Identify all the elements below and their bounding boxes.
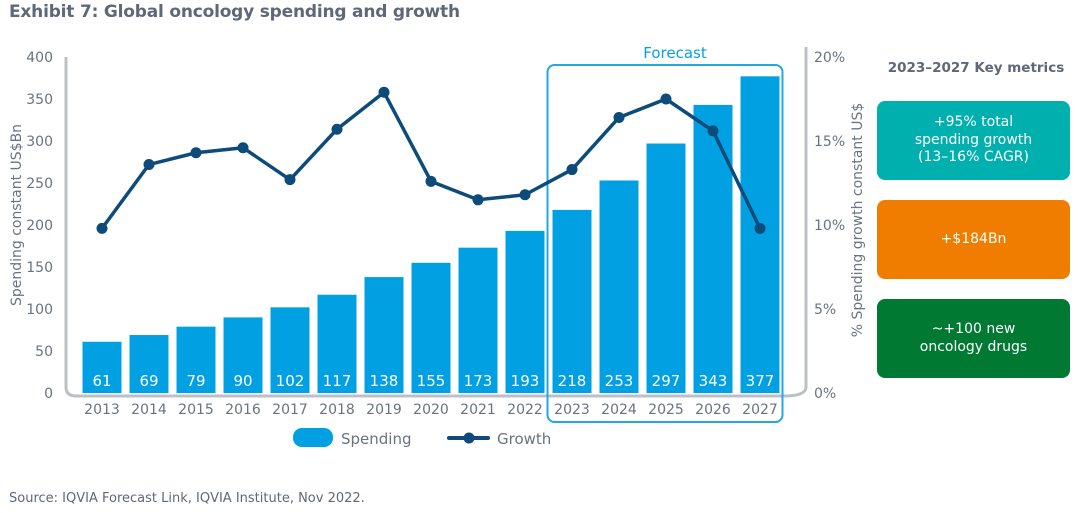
bar — [129, 335, 169, 393]
bar-value-label: 253 — [605, 372, 634, 390]
bar-value-label: 61 — [92, 372, 111, 390]
y-tick-label: 0 — [44, 386, 53, 402]
x-tick-label: 2024 — [601, 402, 637, 418]
y-tick-label: 50 — [35, 344, 53, 360]
bar-value-label: 155 — [417, 372, 446, 390]
x-tick-label: 2013 — [84, 402, 120, 418]
y-right-tick-label: 0% — [814, 386, 836, 402]
growth-point — [237, 142, 249, 154]
bar — [317, 294, 357, 393]
metric-spending-increase: +$184Bn — [877, 200, 1070, 279]
y-right-tick-label: 15% — [814, 134, 845, 150]
growth-point — [566, 164, 578, 176]
forecast-region: Forecast — [546, 44, 784, 423]
x-tick-label: 2015 — [178, 402, 214, 418]
bars: 61 69 79 90 102 117 138 155 173 193 218 253 297 343 37… — [82, 76, 780, 393]
bar — [364, 277, 404, 393]
y-tick-label: 350 — [26, 92, 53, 108]
growth-point — [284, 174, 296, 186]
y-tick-label: 250 — [26, 176, 53, 192]
y-axis-title: Spending constant US$Bn — [9, 124, 25, 306]
bar-value-label: 69 — [139, 372, 158, 390]
chart-title: Exhibit 7: Global oncology spending and … — [9, 2, 460, 22]
y-right-axis-title: % Spending growth constant US$ — [850, 103, 866, 338]
y-tick-label: 400 — [26, 50, 53, 66]
forecast-label: Forecast — [643, 44, 707, 62]
x-tick-label: 2018 — [319, 402, 355, 418]
x-tick-label: 2026 — [695, 402, 731, 418]
bar — [646, 143, 686, 393]
growth-point — [613, 111, 625, 123]
legend-spending-label: Spending — [341, 430, 412, 448]
x-tick-label: 2016 — [225, 402, 261, 418]
metric-new-drugs: ~+100 new oncology drugs — [877, 299, 1070, 378]
growth-point — [660, 93, 672, 105]
legend-spending-swatch — [293, 428, 333, 447]
bar — [176, 326, 216, 393]
growth-point — [754, 222, 766, 234]
bar — [693, 104, 733, 393]
growth-point — [190, 147, 202, 159]
growth-point — [707, 125, 719, 137]
growth-point — [378, 86, 390, 98]
axes: 0 50 100 150 200 250 300 350 400 0% 5% 10% 15% 20% Spe… — [9, 47, 866, 418]
bar — [411, 262, 451, 393]
growth-point — [425, 175, 437, 187]
growth-point — [143, 159, 155, 171]
x-tick-label: 2022 — [507, 402, 543, 418]
bar — [505, 230, 545, 393]
bar-value-label: 173 — [464, 372, 493, 390]
bar — [458, 247, 498, 393]
bar — [270, 307, 310, 393]
x-tick-label: 2027 — [742, 402, 778, 418]
growth-point — [96, 222, 108, 234]
x-tick-label: 2019 — [366, 402, 402, 418]
x-tick-label: 2023 — [554, 402, 590, 418]
x-tick-label: 2020 — [413, 402, 449, 418]
x-tick-label: 2014 — [131, 402, 167, 418]
metric-spending-growth: +95% total spending growth (13–16% CAGR) — [877, 101, 1070, 180]
bar-value-label: 297 — [652, 372, 681, 390]
y-tick-label: 150 — [26, 260, 53, 276]
y-tick-label: 100 — [26, 302, 53, 318]
legend: Spending Growth — [293, 428, 551, 448]
growth-point — [331, 123, 343, 135]
bar-value-label: 138 — [370, 372, 399, 390]
axis-frame — [64, 47, 808, 398]
bar — [552, 209, 592, 393]
y-tick-label: 300 — [26, 134, 53, 150]
source-note: Source: IQVIA Forecast Link, IQVIA Insti… — [9, 491, 365, 506]
bar-value-label: 377 — [746, 372, 775, 390]
legend-growth-label: Growth — [497, 430, 551, 448]
y-right-tick-label: 20% — [814, 50, 845, 66]
growth-point — [519, 189, 531, 201]
bar-value-label: 218 — [558, 372, 587, 390]
bar-value-label: 90 — [233, 372, 252, 390]
x-tick-label: 2021 — [460, 402, 496, 418]
forecast-box — [546, 64, 784, 423]
y-tick-label: 200 — [26, 218, 53, 234]
y-right-tick-label: 10% — [814, 218, 845, 234]
growth-line — [96, 86, 766, 234]
y-right-tick-label: 5% — [814, 302, 836, 318]
bar-value-label: 102 — [276, 372, 305, 390]
bar-value-label: 343 — [699, 372, 728, 390]
bar — [223, 317, 263, 393]
bar — [82, 341, 122, 393]
bar-value-label: 79 — [186, 372, 205, 390]
legend-growth-marker — [463, 432, 475, 444]
growth-point — [472, 194, 484, 206]
bar — [599, 180, 639, 393]
bar-value-label: 117 — [323, 372, 352, 390]
metrics-title: 2023–2027 Key metrics — [887, 60, 1065, 76]
bar — [740, 76, 780, 393]
x-tick-label: 2025 — [648, 402, 684, 418]
x-tick-label: 2017 — [272, 402, 308, 418]
bar-value-label: 193 — [511, 372, 540, 390]
